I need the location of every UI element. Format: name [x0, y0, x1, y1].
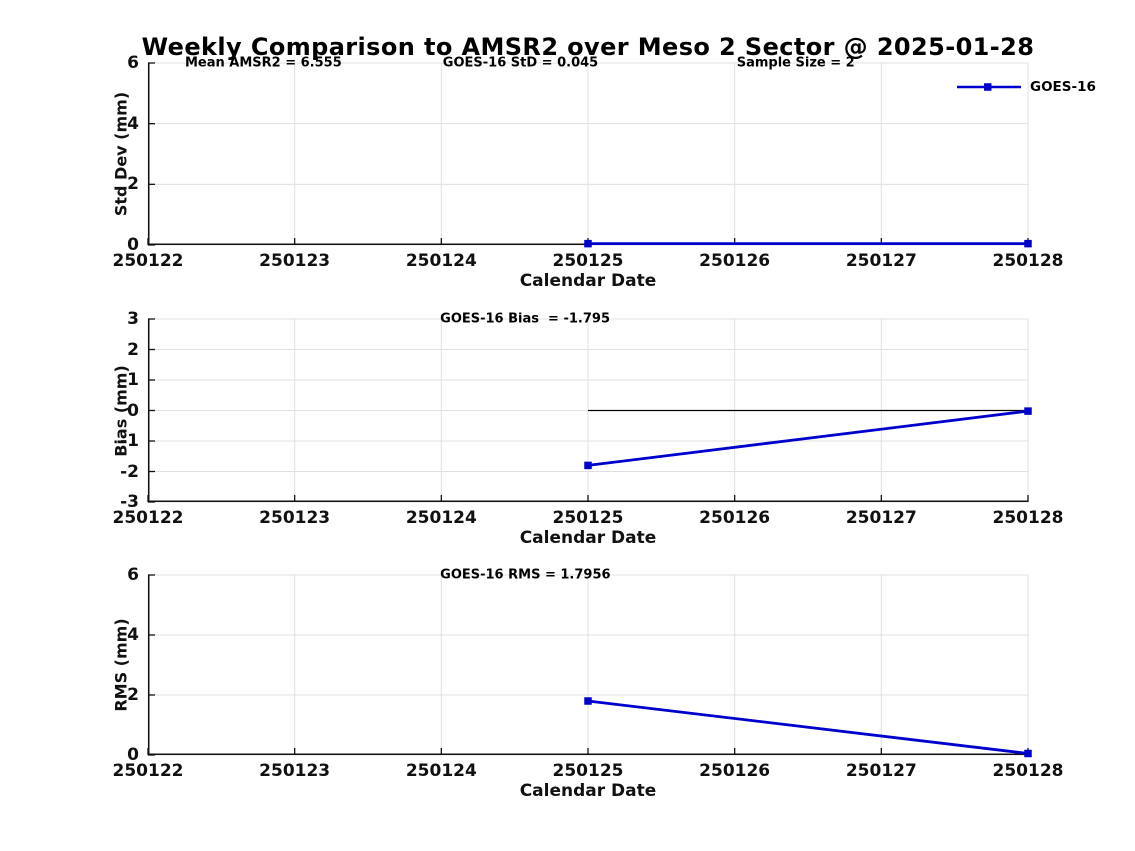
x-tick-label: 250124 — [405, 251, 477, 271]
x-tick-label: 250126 — [699, 761, 771, 781]
y-tick-label: 0 — [127, 400, 139, 421]
legend: GOES-16 — [957, 79, 1096, 95]
x-tick-label: 250127 — [845, 761, 917, 781]
x-tick-label: 250126 — [699, 251, 771, 271]
x-axis-label-calendar-date: Calendar Date — [519, 271, 657, 291]
subplot-rms: RMS (mm) Calendar Date 250122 250123 25012… — [112, 565, 1064, 801]
plot-annotation: Mean AMSR2 = 6.555 — [184, 55, 342, 71]
x-tick-label: 250128 — [992, 251, 1064, 271]
x-tick-label: 250124 — [405, 508, 477, 528]
plot-annotation: Sample Size = 2 — [736, 55, 855, 71]
x-tick-label: 250125 — [552, 508, 624, 528]
y-tick-label: 0 — [127, 745, 139, 765]
x-tick-label: 250122 — [112, 761, 184, 781]
plot-annotation: GOES-16 StD = 0.045 — [442, 55, 599, 71]
x-tick-label: 250124 — [405, 761, 477, 781]
plot-canvas-rms — [147, 574, 1032, 758]
plot-canvas-bias — [147, 318, 1032, 503]
x-tick-label: 250128 — [992, 508, 1064, 528]
x-tick-label: 250123 — [259, 508, 331, 528]
subplot-std-dev: Std Dev (mm) Calendar Date GOES-16 25012… — [112, 53, 1096, 291]
y-tick-label: 2 — [127, 685, 139, 705]
y-tick-label: 2 — [127, 174, 139, 195]
plot-annotation: GOES-16 RMS = 1.7956 — [440, 567, 611, 583]
y-tick-label: 4 — [127, 113, 139, 134]
plot-annotation: GOES-16 Bias = -1.795 — [440, 311, 610, 327]
x-tick-label: 250127 — [845, 251, 917, 271]
y-tick-label: 3 — [127, 309, 139, 329]
subplot-bias: Bias (mm) Calendar Date 250122 250123 2501… — [112, 309, 1064, 548]
y-tick-label: 6 — [127, 53, 139, 73]
x-axis-label-calendar-date: Calendar Date — [519, 781, 657, 801]
x-tick-label: 250122 — [112, 251, 184, 271]
x-tick-label: 250125 — [552, 761, 624, 781]
x-tick-label: 250125 — [552, 251, 624, 271]
y-tick-label: 6 — [127, 565, 139, 585]
y-tick-label: -1 — [120, 431, 139, 451]
x-tick-label: 250127 — [845, 508, 917, 528]
figure-title: Weekly Comparison to AMSR2 over Meso 2 S… — [141, 33, 1035, 61]
x-tick-label: 250123 — [259, 761, 331, 781]
legend-line-sample-icon — [957, 83, 1021, 91]
y-tick-label: -3 — [120, 492, 139, 512]
legend-label: GOES-16 — [1030, 79, 1096, 95]
x-tick-label: 250128 — [992, 761, 1064, 781]
x-tick-label: 250123 — [259, 251, 331, 271]
y-tick-label: 0 — [127, 235, 139, 255]
y-tick-label: -2 — [120, 461, 139, 482]
y-tick-label: 2 — [127, 339, 139, 360]
y-tick-label: 1 — [127, 370, 139, 390]
y-tick-label: 4 — [127, 625, 139, 645]
x-tick-label: 250126 — [699, 508, 771, 528]
plot-canvas-std-dev — [147, 62, 1032, 248]
x-tick-label: 250122 — [112, 508, 184, 528]
x-axis-label-calendar-date: Calendar Date — [519, 528, 657, 548]
y-axis-label-std-dev: Std Dev (mm) — [111, 91, 131, 217]
